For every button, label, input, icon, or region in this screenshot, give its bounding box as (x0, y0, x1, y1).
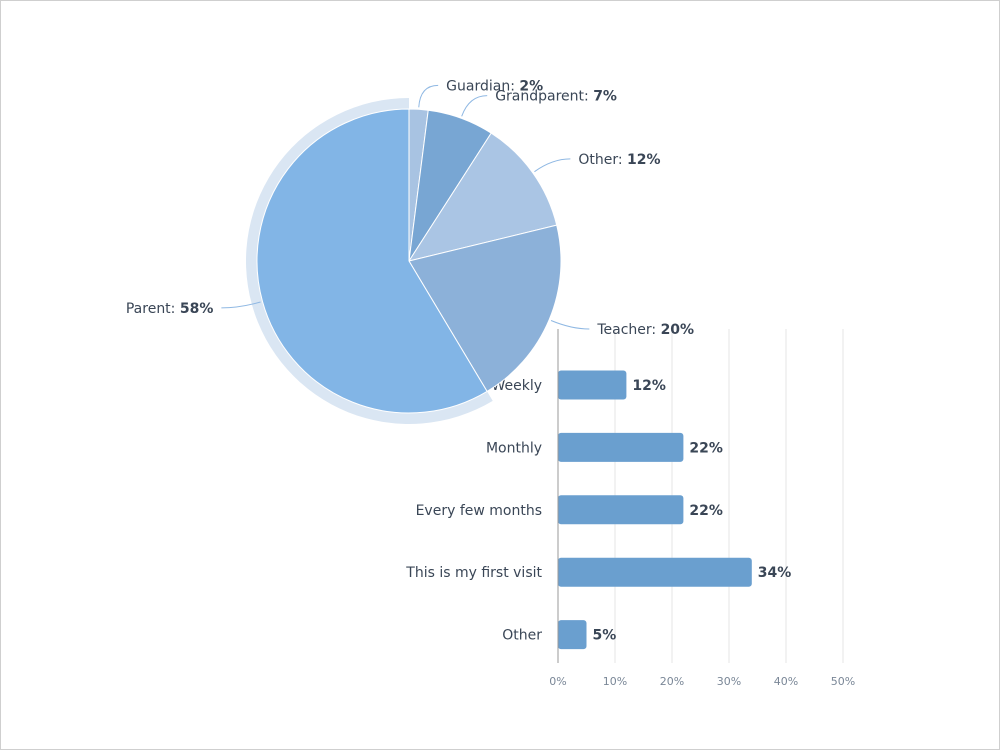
slice-label: Guardian: 2% (446, 78, 543, 94)
bar-monthly[interactable] (558, 432, 684, 462)
slice-teacher[interactable] (408, 224, 562, 393)
pie-chart: Guardian: 2%Grandparent: 7% Other: 12% Tea… (126, 78, 694, 424)
x-tick-label: 40% (774, 675, 798, 688)
slice-label-name: Teacher: (596, 322, 660, 338)
slice-label-name: Grandparent: (495, 89, 593, 105)
slice-label: Other: 12% (578, 152, 660, 168)
value-label: 5% (593, 628, 617, 644)
slice-other[interactable] (407, 132, 558, 262)
slice-label: Parent: 58% (126, 301, 213, 317)
value-label: 34% (758, 565, 792, 581)
x-tick-label: 50% (831, 675, 855, 688)
value-label: 22% (689, 503, 723, 519)
category-label: Other (502, 628, 542, 644)
slice-label-name: Parent: (126, 301, 180, 317)
category-label: This is my first visit (405, 565, 542, 581)
bar-other[interactable] (558, 620, 587, 650)
slice-label-name: Other: (578, 152, 627, 168)
slice-label-value: 12% (627, 152, 661, 168)
category-label: Every few months (416, 503, 542, 519)
x-tick-label: 0% (549, 675, 566, 688)
bar-weekly[interactable] (558, 370, 627, 400)
category-label: Weekly (491, 378, 542, 394)
leader-line (550, 320, 590, 330)
slice-label-value: 58% (180, 301, 214, 317)
category-label: Monthly (486, 440, 542, 456)
leader-line (461, 95, 488, 117)
value-label: 22% (689, 440, 723, 456)
x-tick-label: 30% (717, 675, 741, 688)
x-tick-label: 10% (603, 675, 627, 688)
bar-this-is-my-first-visit[interactable] (558, 557, 752, 587)
bar-chart: 0% 10% 20% 30% 40% 50% Weekly 12% Monthly 22% Ever… (405, 329, 855, 688)
x-tick-label: 20% (660, 675, 684, 688)
slice-label: Teacher: 20% (596, 322, 694, 338)
leader-line (534, 158, 571, 173)
slice-parent[interactable] (256, 108, 488, 414)
slice-label-value: 2% (519, 78, 543, 94)
slice-label: Grandparent: 7% (495, 89, 617, 105)
slice-label-value: 7% (593, 89, 617, 105)
slice-label-value: 20% (661, 322, 695, 338)
bar-every-few-months[interactable] (558, 495, 684, 525)
leader-line (418, 84, 439, 108)
slice-label-name: Guardian: (446, 78, 519, 94)
leader-line (221, 301, 261, 309)
value-label: 12% (632, 378, 666, 394)
